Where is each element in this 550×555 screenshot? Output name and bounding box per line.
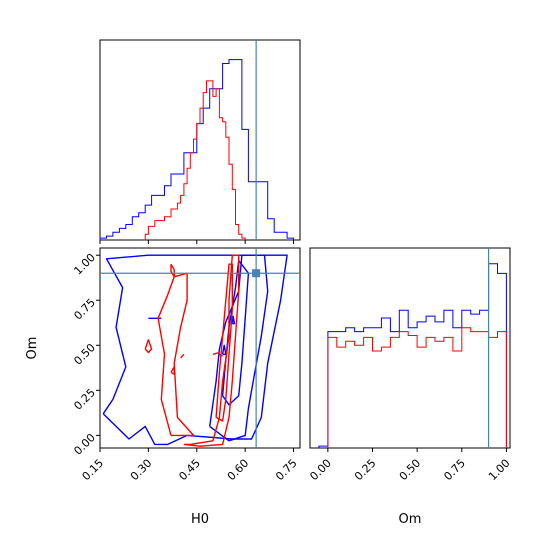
- om-x-tick-label-3: 0.75: [441, 457, 468, 484]
- y-axis-label-om: Om: [25, 337, 40, 360]
- x-axis-label-om: Om: [399, 512, 422, 527]
- x-axis-label-h0: H0: [191, 512, 209, 527]
- contour-x-tick-label-1: 0.30: [128, 457, 155, 484]
- contour-blue-level-3: [231, 315, 236, 325]
- contour-frame: [99, 247, 301, 449]
- contour-blue-series: [102, 254, 288, 446]
- contour-red-level-5: [170, 366, 175, 375]
- contour-red-level-2: [215, 263, 234, 422]
- h0-histogram-red-series: [144, 80, 246, 240]
- om-histogram-panel: 0.00 0.25 0.50 0.75 1.00 Om: [307, 247, 513, 527]
- contour-blue-level-4: [221, 344, 227, 355]
- contour-x-tick-label-0: 0.15: [80, 457, 107, 484]
- h0-histogram-ticks: [99, 240, 295, 244]
- om-x-tick-label-0: 0.00: [307, 457, 334, 484]
- contour-red-level-4: [170, 263, 175, 278]
- h0-om-contour-panel: 0.15 0.30 0.45 0.60 0.75 0.00 0.25 0.50 0.75 1.0…: [25, 247, 301, 527]
- contour-y-tick-label-2: 0.50: [71, 341, 98, 368]
- h0-histogram-panel: [99, 39, 301, 244]
- contour-x-ticks: 0.15 0.30 0.45 0.60 0.75: [80, 448, 300, 483]
- contour-red-level-7: [212, 351, 220, 355]
- contour-x-tick-label-4: 0.75: [273, 457, 300, 484]
- h0-histogram-frame: [99, 39, 301, 241]
- contour-truth-point: [252, 269, 261, 278]
- contour-red-level-8: [219, 353, 223, 357]
- om-x-tick-label-2: 0.50: [397, 457, 424, 484]
- contour-x-tick-label-2: 0.45: [176, 457, 203, 484]
- contour-y-ticks: 0.00 0.25 0.50 0.75 1.00: [71, 251, 100, 458]
- om-histogram-frame: [309, 247, 511, 449]
- om-x-tick-label-4: 1.00: [486, 457, 513, 484]
- contour-red-level-3: [144, 339, 153, 354]
- contour-y-tick-label-4: 1.00: [71, 251, 98, 278]
- om-x-tick-label-1: 0.25: [352, 457, 379, 484]
- contour-y-tick-label-0: 0.00: [71, 431, 98, 458]
- contour-y-tick-label-1: 0.25: [71, 386, 98, 413]
- om-histogram-red-series: [327, 327, 507, 448]
- om-histogram-x-ticks: 0.00 0.25 0.50 0.75 1.00: [307, 448, 513, 484]
- contour-red-level-1: [183, 254, 240, 447]
- contour-blue-level-0: [102, 254, 288, 446]
- contour-x-tick-label-3: 0.60: [225, 457, 252, 484]
- contour-red-level-6: [180, 353, 185, 359]
- om-histogram-blue-series: [318, 263, 507, 448]
- contour-y-tick-label-3: 0.75: [71, 296, 98, 323]
